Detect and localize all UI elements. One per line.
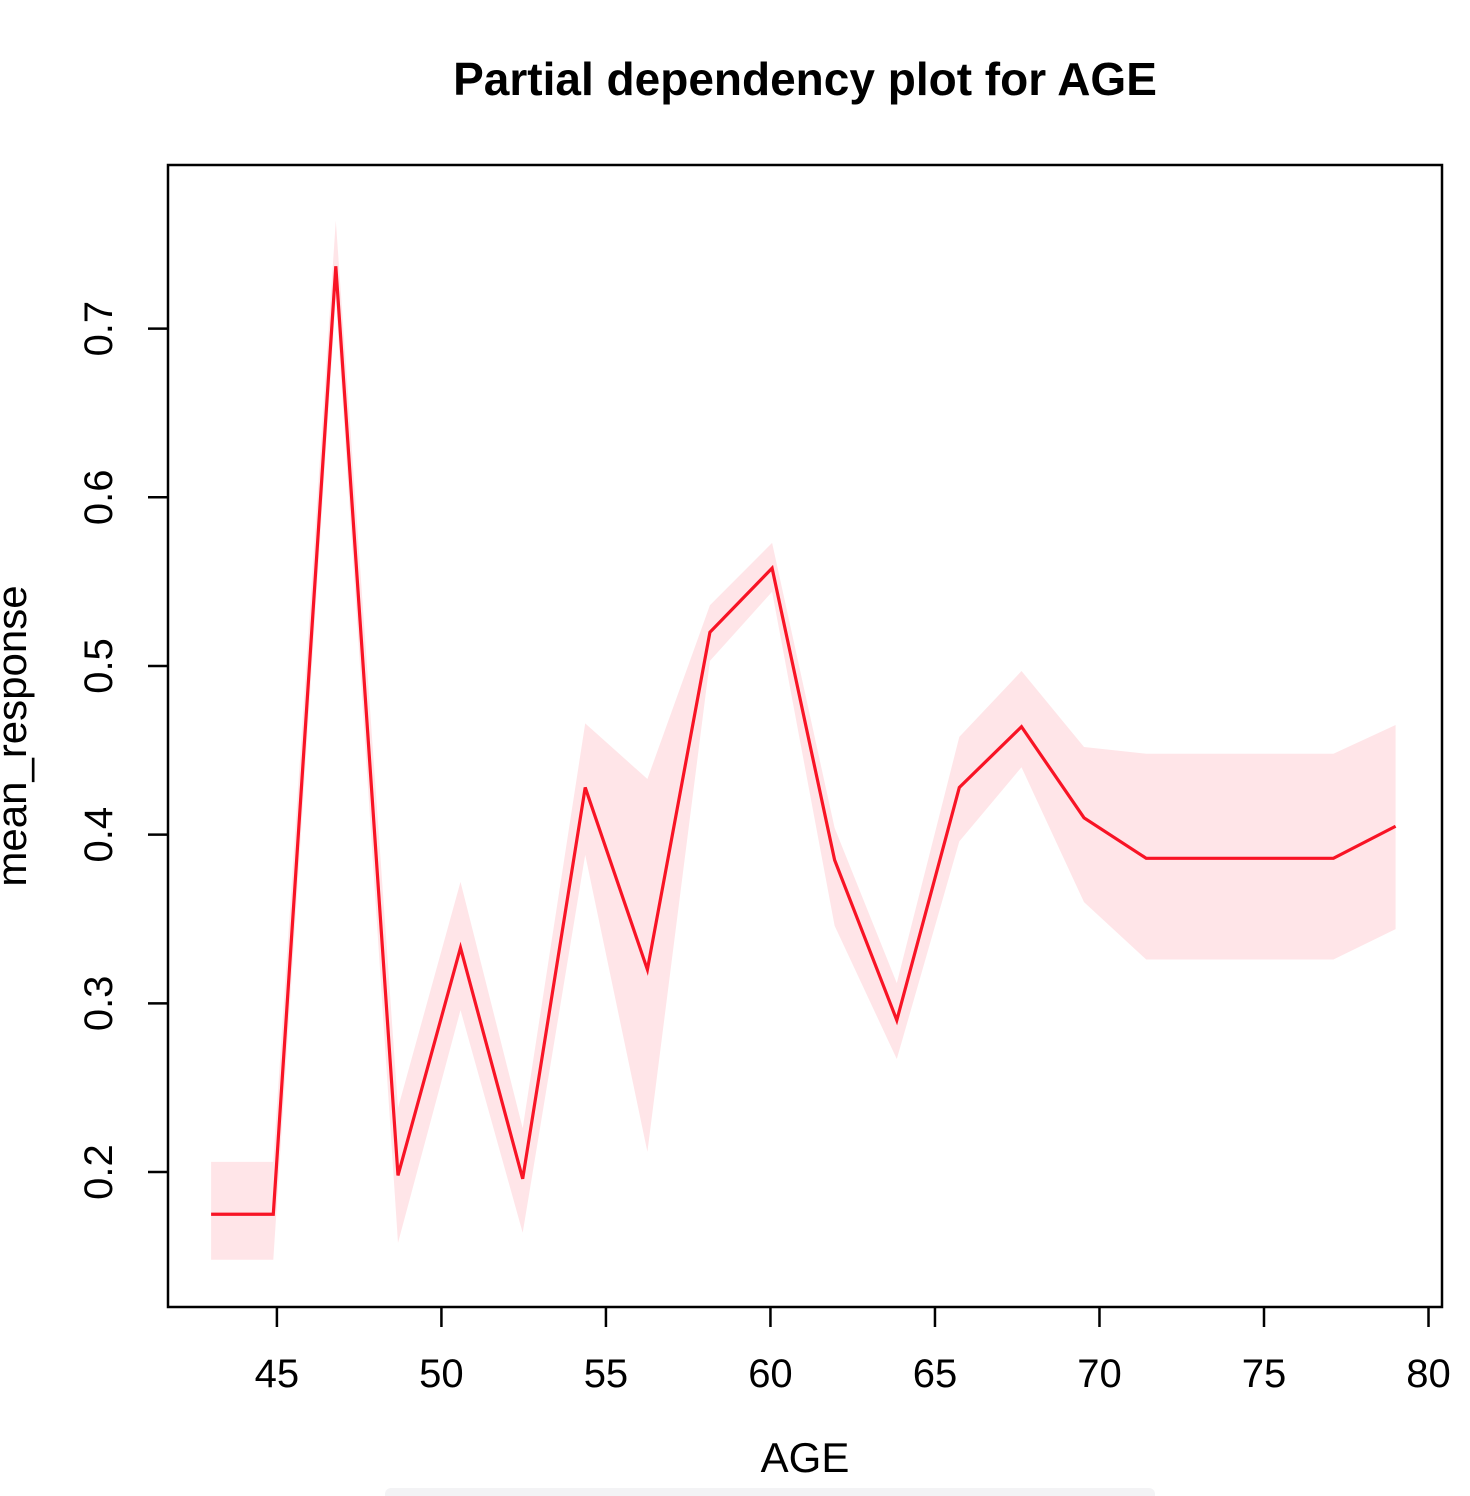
chart-title: Partial dependency plot for AGE: [453, 53, 1157, 105]
confidence-band: [211, 220, 1396, 1260]
y-tick-label: 0.7: [77, 301, 121, 357]
y-tick-label: 0.4: [77, 807, 121, 863]
y-axis-label: mean_response: [0, 585, 35, 886]
x-tick-label: 80: [1406, 1352, 1451, 1396]
plot-border: [166, 163, 1444, 1309]
y-tick-label: 0.2: [77, 1144, 121, 1200]
y-tick-label: 0.5: [77, 638, 121, 694]
x-tick-label: 55: [584, 1352, 629, 1396]
x-tick-label: 50: [419, 1352, 464, 1396]
x-tick-label: 70: [1077, 1352, 1122, 1396]
x-axis-label: AGE: [761, 1434, 850, 1481]
y-tick-label: 0.3: [77, 976, 121, 1032]
mean-response-line: [211, 266, 1397, 1216]
x-tick-label: 45: [255, 1352, 300, 1396]
x-tick-label: 65: [913, 1352, 958, 1396]
plot-area: 45 50 55 60 65 70 75 80 0.2 0.3 0.4 0.5 0.6 0.7: [77, 163, 1451, 1396]
x-tick-label: 60: [748, 1352, 793, 1396]
y-tick-label: 0.6: [77, 470, 121, 526]
x-tick-label: 75: [1242, 1352, 1287, 1396]
horizontal-scrollbar-thumb[interactable]: [385, 1488, 1155, 1496]
